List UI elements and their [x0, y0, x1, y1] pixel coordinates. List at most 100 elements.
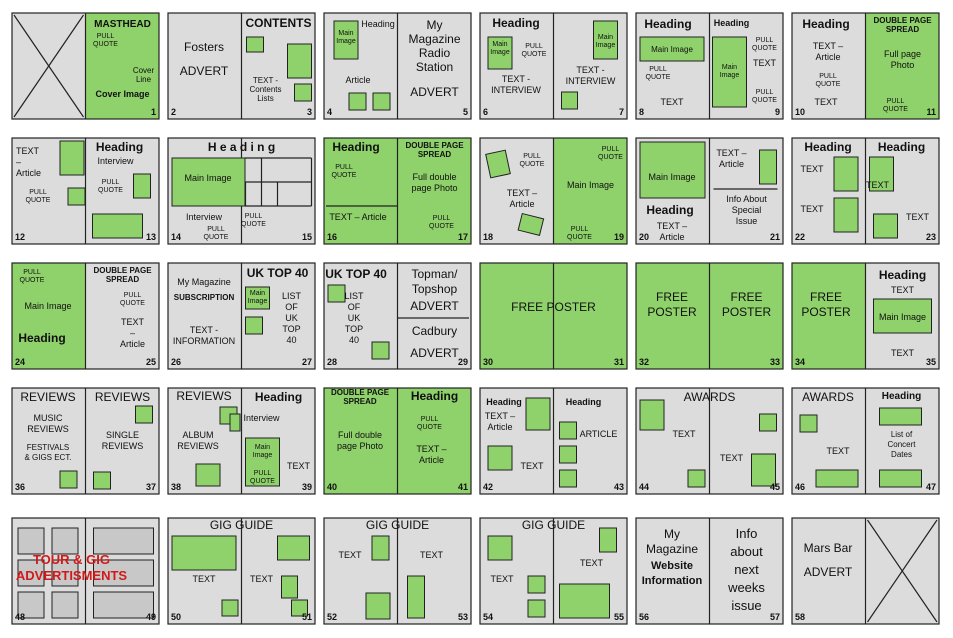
page-text: TEXT	[490, 574, 514, 584]
spread-9: Heading PULL QUOTE TEXT – Article DOUBLE PAG…	[323, 137, 472, 245]
page-text: Heading	[878, 140, 925, 154]
advert-block	[51, 559, 79, 587]
page-text: Main Image	[567, 180, 614, 190]
spread-11: Main Image Heading TEXT – Article TEXT – Arti…	[635, 137, 784, 245]
page-text: AWARDS	[802, 390, 854, 404]
page-text: Website Information	[642, 560, 703, 587]
image-placeholder	[333, 20, 359, 60]
image-placeholder	[561, 91, 578, 110]
page-text: REVIEWS	[20, 390, 75, 404]
spread-18: FREE POSTER Heading TEXT Main Image TEXT 34 35	[791, 262, 940, 370]
page-text: REVIEWS	[95, 390, 150, 404]
page-text: PULL QUOTE	[429, 215, 454, 230]
page-text: TEXT	[800, 204, 824, 214]
page-text: GIG GUIDE	[366, 518, 429, 532]
page-text: PULL QUOTE	[241, 213, 266, 228]
page-text: TEXT	[192, 574, 216, 584]
page-text: TEXT – Article	[716, 148, 746, 169]
image-placeholder	[135, 405, 153, 424]
page-text: Full page Photo	[884, 49, 921, 70]
page-text: Main Image	[596, 34, 616, 49]
page-text: Heading	[882, 391, 921, 402]
page-text: PULL QUOTE	[567, 226, 592, 241]
image-placeholder	[371, 341, 390, 360]
page-text: TEXT – Article	[813, 41, 843, 62]
page-text: TEXT -Contents Lists	[249, 76, 281, 103]
page-text: Heading	[644, 17, 691, 31]
image-placeholder	[599, 527, 617, 553]
image-placeholder	[487, 36, 513, 70]
tour-gig-title: TOUR & GIG ADVERTISMENTS	[16, 552, 128, 583]
page-text: Heading	[361, 19, 395, 29]
page-text: Heading	[714, 18, 750, 28]
spread-6: Heading TEXT – Article PULL QUOTE TEXT DOUBLE …	[791, 12, 940, 120]
page-number: 49	[146, 612, 156, 622]
page-text: DOUBLE PAGE SPREAD	[331, 388, 390, 406]
left-page	[480, 263, 554, 369]
page-text: Main Image	[184, 173, 231, 183]
image-placeholder	[879, 469, 922, 488]
page-text: Info about next weeks issue	[727, 526, 765, 613]
page-text: ADVERT	[410, 299, 459, 313]
page-number: 34	[795, 357, 805, 367]
right-page	[397, 138, 471, 244]
page-text: PULL QUOTE	[598, 146, 623, 161]
image-placeholder	[229, 413, 241, 432]
spread-3: Heading Main Image Article My Magazine Radio St…	[323, 12, 472, 120]
page-number: 35	[926, 357, 936, 367]
page-text: PULL QUOTE	[120, 292, 145, 307]
image-placeholder	[559, 421, 577, 440]
page-number: 25	[146, 357, 156, 367]
page-text: LIST OF UK TOP 40	[282, 291, 302, 345]
image-placeholder	[559, 583, 610, 619]
right-page	[397, 388, 471, 494]
spread-15: UK TOP 40 LIST OF UK TOP 40 Topman/Topshop ADVE…	[323, 262, 472, 370]
right-page	[85, 13, 159, 119]
advert-block	[93, 559, 154, 587]
page-text: Heading	[96, 140, 143, 154]
spread-29: My Magazine Website Information Info about nex…	[635, 517, 784, 625]
page-number: 8	[639, 107, 644, 117]
image-placeholder	[372, 92, 391, 111]
image-placeholder	[759, 149, 777, 185]
page-number: 24	[15, 357, 25, 367]
page-text: REVIEWS	[176, 389, 231, 403]
image-placeholder	[687, 469, 706, 488]
page-text: TEXT	[250, 574, 274, 584]
image-placeholder	[365, 592, 391, 620]
page-text: FREE POSTER	[647, 290, 697, 319]
image-placeholder	[639, 141, 706, 199]
page-text: FESTIVALS & GIGS ECT.	[24, 443, 71, 462]
page-number: 15	[302, 232, 312, 242]
page-text: TEXT	[420, 550, 444, 560]
page-text: DOUBLE PAGE SPREAD	[93, 266, 152, 284]
left-page	[168, 13, 242, 119]
page-text: PULL QUOTE	[520, 153, 545, 168]
page-text: PULL QUOTE	[816, 73, 841, 88]
advert-block	[17, 527, 45, 555]
image-placeholder	[485, 149, 511, 179]
page-text: TEXT -INFORMATION	[173, 325, 235, 346]
page-number: 46	[795, 482, 805, 492]
page-text: SINGLE REVIEWS	[102, 430, 144, 451]
right-page	[241, 263, 315, 369]
page-number: 23	[926, 232, 936, 242]
page-number: 48	[15, 612, 25, 622]
image-placeholder	[517, 212, 545, 236]
page-text: TEXT – Article	[657, 221, 687, 242]
page-text: Main Image	[720, 64, 740, 79]
page-text: ALBUM REVIEWS	[177, 430, 219, 451]
spread-16: FREE POSTER 30 31	[479, 262, 628, 370]
left-page	[636, 518, 710, 624]
page-text: TEXT	[753, 58, 777, 68]
page-text: ARTICLE	[580, 429, 618, 439]
image-placeholder	[294, 83, 312, 102]
page-text: Heading	[492, 16, 539, 30]
page-number: 31	[614, 357, 624, 367]
page-text: Heading	[646, 203, 693, 217]
page-number: 4	[327, 107, 332, 117]
right-page	[397, 263, 471, 369]
page-text: Main Image	[490, 41, 510, 56]
image-placeholder	[92, 213, 143, 239]
page-text: GIG GUIDE	[522, 518, 585, 532]
